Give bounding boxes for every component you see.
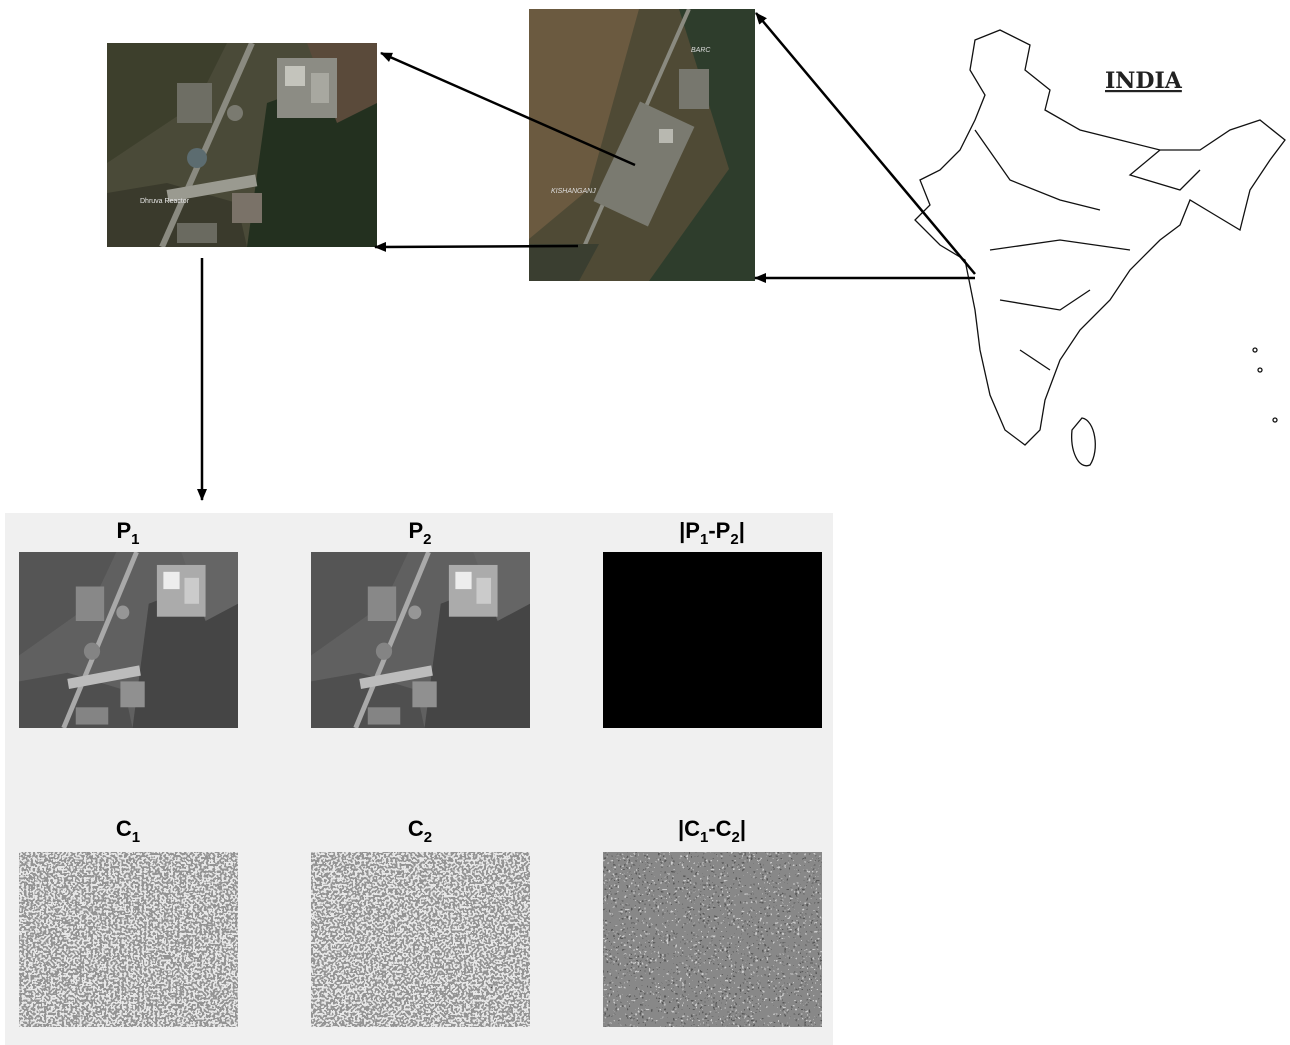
map-title: INDIA bbox=[1105, 68, 1183, 94]
site-image: Dhruva Reactor bbox=[107, 43, 377, 247]
cipher-image bbox=[311, 852, 530, 1027]
cipher-image bbox=[19, 852, 238, 1027]
difference-image bbox=[603, 852, 822, 1027]
body: Dhruva Reactor BARC KISHANGANJ INDIA P1 … bbox=[0, 0, 1290, 1045]
results-panel: P1 P2 |P1-P2| C1 C2 |C1-C2| bbox=[5, 513, 833, 1045]
plain-image bbox=[311, 552, 530, 728]
plain-image bbox=[19, 552, 238, 728]
page: {"map": {"title": "INDIA"}, "zoom_image"… bbox=[0, 0, 1290, 1045]
zoom-label: BARC bbox=[691, 47, 711, 54]
difference-image bbox=[603, 552, 822, 728]
india-map: INDIA bbox=[915, 30, 1285, 466]
zoom-label: KISHANGANJ bbox=[551, 188, 596, 195]
arrow bbox=[756, 13, 975, 274]
figure: Dhruva Reactor BARC KISHANGANJ INDIA P1 … bbox=[0, 0, 1290, 1045]
site-label: Dhruva Reactor bbox=[140, 198, 190, 205]
arrow bbox=[375, 246, 578, 247]
zoom-image: BARC KISHANGANJ bbox=[529, 9, 755, 281]
